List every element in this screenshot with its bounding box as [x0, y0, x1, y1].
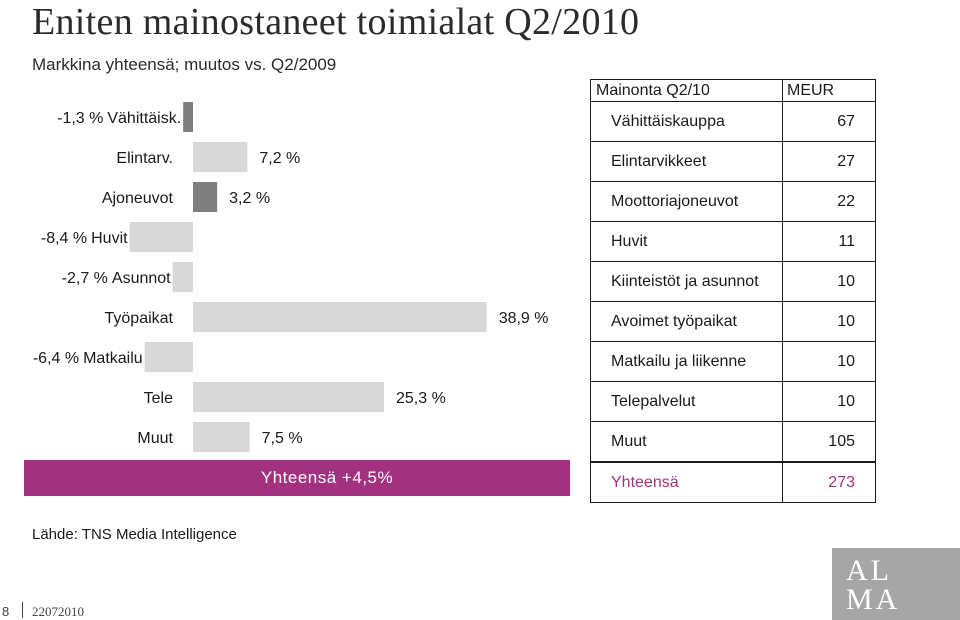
table-cell-category: Elintarvikkeet [590, 141, 783, 182]
value-label: -8,4 % [41, 230, 87, 247]
table-cell-value: 105 [782, 421, 876, 463]
table-cell-category: Avoimet työpaikat [590, 301, 783, 342]
table-cell-value: 10 [782, 301, 876, 342]
table-cell-value: 10 [782, 341, 876, 382]
bar-3 [129, 222, 193, 252]
table-row: Matkailu ja liikenne 10 [590, 341, 876, 382]
category-label: Asunnot [112, 270, 171, 287]
bar-0 [183, 102, 193, 132]
table-cell-category: Telepalvelut [590, 381, 783, 422]
table-cell-category: Kiinteistöt ja asunnot [590, 261, 783, 302]
table-row: Huvit 11 [590, 221, 876, 262]
value-label: 25,3 % [396, 390, 446, 407]
table-cell-value: 27 [782, 141, 876, 182]
category-label: Elintarv. [116, 150, 173, 167]
value-label: 7,2 % [259, 150, 300, 167]
table-row: Kiinteistöt ja asunnot 10 [590, 261, 876, 302]
category-label: Matkailu [83, 350, 143, 367]
table-cell-category: Moottoriajoneuvot [590, 181, 783, 222]
table-header-meur: MEUR [782, 79, 876, 102]
value-label: 38,9 % [499, 310, 549, 327]
logo-line-1: AL [846, 554, 892, 587]
table-cell-value: 10 [782, 381, 876, 422]
value-label: -6,4 % [33, 350, 79, 367]
table-row: Muut 105 [590, 421, 876, 463]
value-label: -2,7 % [62, 270, 108, 287]
bar-8 [193, 422, 250, 452]
category-label: Tele [144, 390, 173, 407]
bar-4 [172, 262, 193, 292]
total-label: Yhteensä +4,5% [260, 468, 394, 487]
table-cell-value: 11 [782, 221, 876, 262]
table-row: Elintarvikkeet 27 [590, 141, 876, 182]
table-row: Avoimet työpaikat 10 [590, 301, 876, 342]
category-label: Huvit [91, 230, 128, 247]
value-label: 3,2 % [229, 190, 270, 207]
bar-6 [144, 342, 193, 372]
value-label: 7,5 % [262, 430, 303, 447]
table-row: Moottoriajoneuvot 22 [590, 181, 876, 222]
alma-logo: AL MA [832, 548, 960, 620]
table-total-row: Yhteensä 273 [590, 461, 876, 503]
total-bar: Yhteensä +4,5% [24, 460, 570, 496]
category-label: Työpaikat [105, 310, 174, 327]
table-cell-value: 67 [782, 101, 876, 142]
advertising-table: Mainonta Q2/10 MEUR Vähittäiskauppa 67 El… [590, 79, 876, 503]
bar-7 [193, 382, 385, 412]
value-label: -1,3 % [57, 110, 103, 127]
footer-divider [22, 602, 23, 618]
table-row: Telepalvelut 10 [590, 381, 876, 422]
table-cell-category: Muut [590, 421, 783, 463]
table-cell-category: Matkailu ja liikenne [590, 341, 783, 382]
table-row: Vähittäiskauppa 67 [590, 101, 876, 142]
table-header-row: Mainonta Q2/10 MEUR [590, 79, 876, 102]
table-cell-value: 10 [782, 261, 876, 302]
bar-2 [193, 182, 218, 212]
table-cell-category: Huvit [590, 221, 783, 262]
table-cell-category: Vähittäiskauppa [590, 101, 783, 142]
table-cell-value: 22 [782, 181, 876, 222]
table-total-label: Yhteensä [590, 461, 783, 503]
logo-line-2: MA [846, 583, 901, 616]
category-label: Vähittäisk. [107, 110, 181, 127]
table-total-value: 273 [782, 461, 876, 503]
bar-5 [193, 302, 487, 332]
chart-subtitle: Markkina yhteensä; muutos vs. Q2/2009 [32, 55, 337, 74]
table-header-category: Mainonta Q2/10 [590, 79, 783, 102]
source-note: Lähde: TNS Media Intelligence [32, 526, 237, 543]
bar-1 [193, 142, 248, 172]
page-number: 8 [2, 604, 10, 619]
chart-title: Eniten mainostaneet toimialat Q2/2010 [32, 1, 640, 43]
category-label: Ajoneuvot [102, 190, 174, 207]
category-label: Muut [137, 430, 173, 447]
footer-date: 22072010 [32, 604, 84, 619]
